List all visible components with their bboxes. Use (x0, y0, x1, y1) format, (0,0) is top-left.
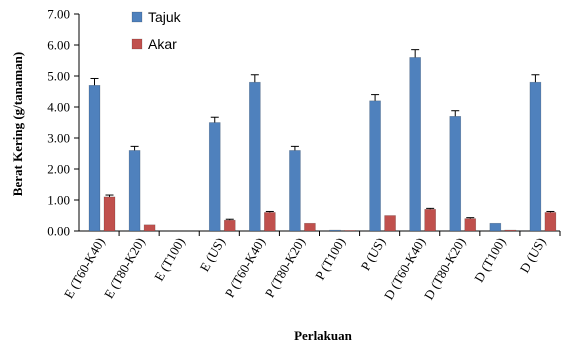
x-tick-label: P (T100) (312, 235, 348, 282)
x-tick-label: D (US) (517, 235, 549, 275)
x-tick-label: D (T100) (471, 235, 508, 285)
bar-akar (424, 209, 436, 232)
bar-akar (143, 224, 156, 232)
bar-akar (304, 222, 316, 232)
bar-akar (103, 196, 116, 232)
bar-akar (464, 218, 477, 232)
x-tick-label: E (T100) (151, 235, 188, 283)
legend-label-tajuk: Tajuk (148, 9, 182, 25)
x-tick-label: E (T60-K40) (61, 235, 108, 301)
plot-area: 0.00 1.00 2.00 3.00 4.00 5.00 6.00 7.00 E (T60-K… (47, 7, 561, 302)
legend-swatch-akar (131, 38, 143, 50)
x-axis-title: Perlakuan (294, 328, 353, 343)
y-tick-label: 1.00 (47, 193, 70, 208)
bar-akar (264, 212, 276, 232)
y-tick-label: 0.00 (47, 224, 70, 239)
legend-label-akar: Akar (148, 36, 177, 52)
y-tick-label: 7.00 (47, 7, 70, 22)
y-tick-label: 6.00 (47, 38, 70, 53)
bar-tajuk (88, 85, 101, 232)
y-axis-title: Berat Kering (g/tanaman) (10, 52, 25, 196)
y-tick-label: 5.00 (47, 69, 70, 84)
bar-tajuk (249, 81, 261, 232)
bar-akar (384, 215, 396, 232)
bar-tajuk (208, 122, 221, 232)
y-tick-label: 3.00 (47, 131, 70, 146)
bar-akar (544, 212, 557, 232)
legend-swatch-tajuk (131, 11, 143, 23)
y-tick-label: 4.00 (47, 100, 70, 115)
y-tick-label: 2.00 (47, 162, 70, 177)
x-tick-label: E (US) (197, 235, 228, 274)
bar-tajuk (449, 116, 462, 232)
x-tick-label: P (T60-K40) (222, 235, 268, 300)
bar-tajuk (489, 222, 502, 232)
bar-akar (223, 219, 236, 232)
x-tick-label: P (T80-K20) (262, 235, 308, 300)
bar-tajuk (529, 81, 542, 232)
bar-tajuk (289, 150, 301, 232)
bar-akar (504, 229, 517, 232)
bar-tajuk (369, 100, 381, 232)
x-tick-label: E (T80-K20) (101, 235, 148, 301)
bar-tajuk (128, 150, 141, 232)
x-tick-label: D (T80-K20) (421, 235, 468, 302)
bar-tajuk (329, 229, 341, 232)
x-tick-label: P (US) (358, 235, 389, 273)
bar-tajuk (409, 57, 421, 232)
x-tick-label: D (T60-K40) (381, 235, 428, 302)
bar-akar (344, 230, 356, 232)
